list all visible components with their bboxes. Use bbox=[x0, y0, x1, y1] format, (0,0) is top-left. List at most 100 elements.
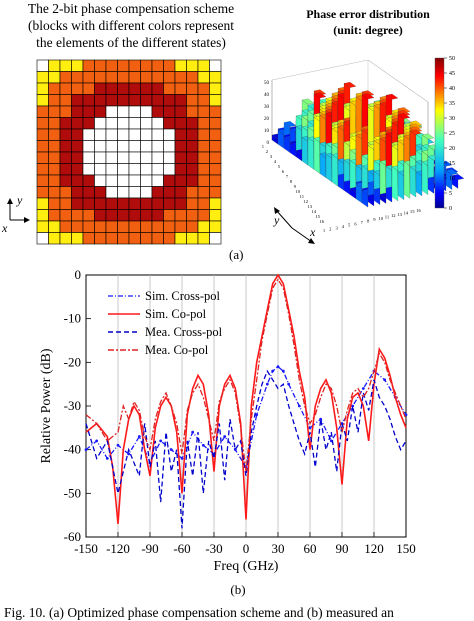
grid-cell bbox=[48, 128, 61, 141]
grid-cell bbox=[48, 59, 61, 72]
grid-cell bbox=[94, 105, 107, 118]
y-tick-label: -50 bbox=[64, 485, 81, 500]
grid-cell bbox=[128, 82, 141, 95]
grid-cell bbox=[140, 209, 153, 222]
grid-cell bbox=[163, 71, 176, 84]
bar-face bbox=[403, 161, 411, 199]
grid-cell bbox=[163, 128, 176, 141]
grid-cell bbox=[94, 232, 107, 245]
grid-cell bbox=[174, 71, 187, 84]
grid-cell bbox=[105, 151, 118, 164]
bar-top bbox=[421, 133, 435, 140]
grid-cell bbox=[174, 94, 187, 107]
grid-cell bbox=[59, 151, 72, 164]
col-tick-label: 15 bbox=[410, 209, 415, 214]
grid-cell bbox=[186, 232, 199, 245]
grid-cell bbox=[209, 174, 222, 187]
grid-cell bbox=[197, 71, 210, 84]
grid-cell bbox=[48, 232, 61, 245]
x-tick-label: 30 bbox=[272, 541, 285, 556]
x-tick-label: 0 bbox=[243, 541, 250, 556]
grid-cell bbox=[209, 140, 222, 153]
grid-cell bbox=[82, 163, 95, 176]
grid-cell bbox=[59, 174, 72, 187]
bar-top bbox=[361, 93, 375, 100]
chart-legend: Sim. Cross-pol Sim. Co-pol Mea. Cross-po… bbox=[108, 289, 223, 357]
grid-cell bbox=[117, 105, 130, 118]
bar-face bbox=[379, 161, 387, 199]
y-tick-label: -10 bbox=[64, 311, 81, 326]
row-tick-label: 2 bbox=[266, 149, 269, 154]
grid-cell bbox=[48, 94, 61, 107]
colorbar-tick-label: 10 bbox=[449, 176, 455, 182]
phase-error-title: Phase error distribution (unit: degree) bbox=[268, 6, 468, 38]
grid-cell bbox=[36, 220, 49, 233]
grid-cell bbox=[209, 197, 222, 210]
grid-cell bbox=[163, 174, 176, 187]
grid-cell bbox=[174, 140, 187, 153]
grid-cell bbox=[117, 82, 130, 95]
grid-cell bbox=[59, 232, 72, 245]
grid-cell bbox=[163, 140, 176, 153]
grid-cell bbox=[59, 163, 72, 176]
grid-cell bbox=[71, 151, 84, 164]
grid-cell bbox=[94, 117, 107, 130]
chart-vertical-gridlines bbox=[85, 275, 407, 537]
grid-cell bbox=[186, 82, 199, 95]
grid-cell bbox=[140, 94, 153, 107]
series-point-0 bbox=[265, 382, 269, 386]
grid-cell bbox=[209, 232, 222, 245]
grid-cell bbox=[186, 117, 199, 130]
grid-cell bbox=[163, 232, 176, 245]
legend-label-mea-co: Mea. Co-pol bbox=[145, 343, 209, 357]
grid-cell bbox=[105, 186, 118, 199]
grid-cell bbox=[59, 59, 72, 72]
grid-cell bbox=[117, 151, 130, 164]
row-tick-label: 9 bbox=[294, 184, 297, 189]
grid-cell bbox=[59, 71, 72, 84]
grid-cell bbox=[128, 140, 141, 153]
series-point-0 bbox=[84, 448, 88, 452]
grid-cell bbox=[82, 71, 95, 84]
grid-cell bbox=[59, 186, 72, 199]
grid-cell bbox=[82, 59, 95, 72]
colorbar bbox=[434, 57, 445, 209]
legend-label-mea-cross: Mea. Cross-pol bbox=[145, 325, 223, 339]
series-point-0 bbox=[127, 452, 131, 456]
grid-cell bbox=[71, 209, 84, 222]
grid-cell bbox=[82, 186, 95, 199]
x-tick-label: 90 bbox=[336, 541, 349, 556]
bar-face bbox=[331, 154, 339, 187]
grid-cell bbox=[140, 232, 153, 245]
grid-cell bbox=[94, 174, 107, 187]
row-tick-label: 13 bbox=[307, 204, 312, 209]
series-point-0 bbox=[191, 430, 195, 434]
series-point-0 bbox=[116, 443, 120, 447]
z-tick-label: 50 bbox=[264, 81, 270, 86]
grid-cell bbox=[94, 186, 107, 199]
grid-cell bbox=[94, 163, 107, 176]
grid-cell bbox=[48, 174, 61, 187]
grid-cell bbox=[209, 117, 222, 130]
bar-face bbox=[307, 137, 315, 170]
grid-cell bbox=[94, 151, 107, 164]
bar-face bbox=[325, 153, 333, 183]
grid-cell bbox=[71, 197, 84, 210]
grid-cell bbox=[82, 209, 95, 222]
z-tick-label: 0 bbox=[267, 141, 270, 146]
y-tick-label: -60 bbox=[64, 529, 81, 544]
row-tick-label: 12 bbox=[303, 199, 308, 204]
series-point-0 bbox=[361, 387, 365, 390]
grid-cell bbox=[59, 220, 72, 233]
grid-cell bbox=[151, 209, 164, 222]
grid-cell bbox=[151, 220, 164, 233]
grid-cell bbox=[117, 209, 130, 222]
grid-cell bbox=[209, 71, 222, 84]
row-tick-label: 3 bbox=[270, 154, 273, 159]
grid-cell bbox=[151, 163, 164, 176]
grid-cell bbox=[117, 71, 130, 84]
y-tick-label: -30 bbox=[64, 398, 81, 413]
phase-scheme-title-line-1: The 2-bit phase compensation scheme bbox=[27, 1, 235, 16]
grid-cell bbox=[36, 151, 49, 164]
